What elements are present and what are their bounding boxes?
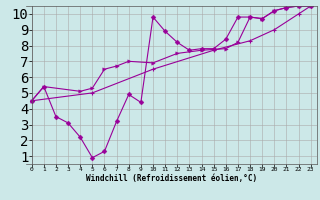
X-axis label: Windchill (Refroidissement éolien,°C): Windchill (Refroidissement éolien,°C) xyxy=(86,174,257,183)
